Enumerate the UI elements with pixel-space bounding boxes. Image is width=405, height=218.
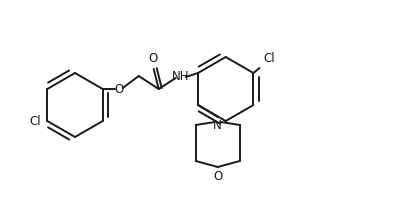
Text: N: N — [213, 119, 222, 132]
Text: NH: NH — [172, 70, 189, 82]
Text: O: O — [213, 170, 222, 183]
Text: O: O — [148, 52, 157, 65]
Text: Cl: Cl — [30, 114, 41, 128]
Text: O: O — [114, 82, 123, 95]
Text: Cl: Cl — [263, 52, 274, 65]
